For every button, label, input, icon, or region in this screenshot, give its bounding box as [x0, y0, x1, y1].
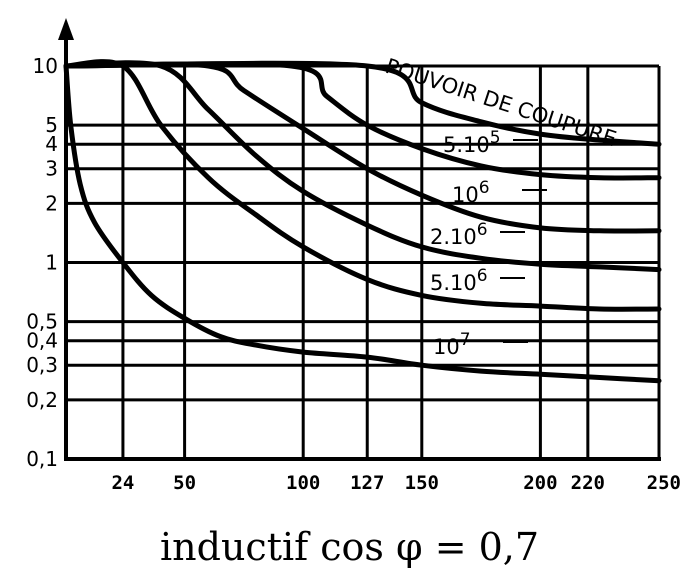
x-tick-label: 100 — [286, 472, 320, 494]
y-tick-label: 0,1 — [26, 447, 58, 471]
series-curve — [63, 61, 662, 181]
y-tick-label: 0,3 — [26, 353, 58, 377]
y-tick-label: 0,2 — [26, 388, 58, 412]
axes — [58, 18, 661, 461]
y-tick-label: 1 — [45, 251, 58, 275]
series-curve — [63, 60, 662, 273]
curves — [63, 59, 662, 384]
x-tick-label: 200 — [523, 472, 557, 494]
curve-labels: 5.105 106 2.106 5.106 107 — [430, 128, 547, 359]
y-tick-label: 2 — [45, 191, 58, 215]
series-curve — [63, 63, 662, 384]
y-tick-label: 10 — [33, 54, 58, 78]
x-tick-label: 250 — [647, 472, 681, 494]
series-label: 107 — [433, 330, 471, 359]
y-tick-label: 0,5 — [26, 310, 58, 334]
tick-labels: 10 543 2 1 0,50,40,3 0,2 0,1 24 50 100 127 150 200 22… — [26, 54, 681, 494]
series-curve — [63, 59, 662, 312]
y-axis-arrow — [58, 18, 74, 40]
series-curve — [63, 61, 662, 234]
x-tick-label: 127 — [350, 472, 384, 494]
chart-caption: inductif cos φ = 0,7 — [160, 525, 539, 569]
x-tick-label: 24 — [111, 472, 134, 494]
y-tick-label: 3 — [45, 157, 58, 181]
x-tick-label: 220 — [571, 472, 605, 494]
series-label: 5.106 — [430, 266, 488, 295]
x-tick-label: 150 — [405, 472, 439, 494]
grid — [66, 64, 661, 459]
series-label: 106 — [452, 178, 490, 207]
y-tick-label: 4 — [45, 132, 58, 156]
y-tick-label: 5 — [45, 113, 58, 137]
series-label: 5.105 — [443, 128, 501, 157]
y-tick-label: 0,4 — [26, 329, 58, 353]
series-label: 2.106 — [430, 220, 488, 249]
x-tick-label: 50 — [173, 472, 196, 494]
